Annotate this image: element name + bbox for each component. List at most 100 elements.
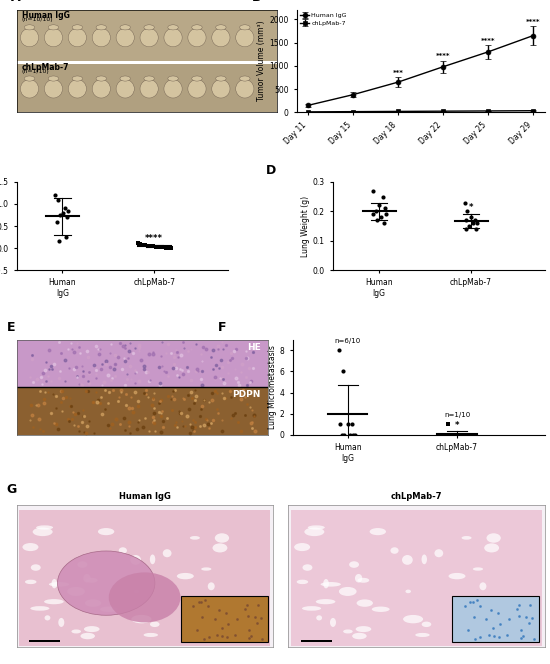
Ellipse shape bbox=[177, 573, 194, 579]
Point bbox=[446, 430, 455, 440]
Y-axis label: Tumor Volume (mm³): Tumor Volume (mm³) bbox=[257, 21, 266, 102]
Ellipse shape bbox=[403, 615, 423, 623]
Point bbox=[373, 215, 382, 226]
Point bbox=[146, 241, 155, 252]
Text: ****: **** bbox=[481, 38, 496, 44]
Point bbox=[449, 430, 458, 440]
Ellipse shape bbox=[31, 564, 41, 571]
Ellipse shape bbox=[168, 25, 178, 30]
Text: B: B bbox=[252, 0, 262, 4]
Legend: Human IgG, chLpMab-7: Human IgG, chLpMab-7 bbox=[300, 13, 346, 26]
Point bbox=[148, 241, 157, 252]
Ellipse shape bbox=[72, 629, 81, 633]
Ellipse shape bbox=[182, 630, 193, 633]
Ellipse shape bbox=[109, 572, 180, 622]
Ellipse shape bbox=[339, 587, 356, 596]
Ellipse shape bbox=[25, 580, 36, 584]
Text: E: E bbox=[7, 321, 15, 334]
Ellipse shape bbox=[216, 25, 226, 30]
Ellipse shape bbox=[240, 25, 250, 30]
Ellipse shape bbox=[356, 626, 371, 632]
Ellipse shape bbox=[68, 80, 86, 98]
Ellipse shape bbox=[20, 29, 38, 47]
Ellipse shape bbox=[192, 25, 202, 30]
Point bbox=[459, 430, 468, 440]
Ellipse shape bbox=[24, 76, 35, 81]
Ellipse shape bbox=[454, 630, 464, 633]
Ellipse shape bbox=[134, 590, 139, 593]
Point bbox=[444, 419, 453, 430]
Ellipse shape bbox=[473, 567, 483, 570]
Point bbox=[447, 430, 456, 440]
Ellipse shape bbox=[83, 574, 91, 582]
Point bbox=[338, 430, 346, 440]
Text: PDPN: PDPN bbox=[232, 390, 260, 399]
Point bbox=[55, 210, 64, 220]
Ellipse shape bbox=[58, 551, 155, 616]
Ellipse shape bbox=[58, 618, 64, 627]
Ellipse shape bbox=[192, 76, 202, 81]
Point bbox=[351, 430, 360, 440]
Ellipse shape bbox=[150, 622, 159, 627]
Point bbox=[62, 232, 70, 242]
Ellipse shape bbox=[96, 76, 107, 81]
Bar bbox=[180, 596, 268, 641]
Ellipse shape bbox=[36, 525, 53, 530]
Ellipse shape bbox=[370, 528, 386, 535]
Point bbox=[340, 430, 349, 440]
Ellipse shape bbox=[52, 579, 57, 588]
Ellipse shape bbox=[468, 614, 476, 618]
Ellipse shape bbox=[196, 614, 204, 618]
Ellipse shape bbox=[84, 626, 100, 632]
Ellipse shape bbox=[164, 80, 182, 98]
Ellipse shape bbox=[302, 564, 312, 571]
Y-axis label: Lung Micrometastasis: Lung Micrometastasis bbox=[268, 345, 277, 429]
Point bbox=[156, 242, 165, 252]
Point bbox=[460, 197, 469, 208]
Bar bbox=[452, 596, 540, 641]
Ellipse shape bbox=[330, 618, 336, 627]
Text: chLpMab-7: chLpMab-7 bbox=[390, 492, 442, 501]
Ellipse shape bbox=[316, 599, 336, 604]
Point bbox=[469, 218, 477, 228]
Text: n=1/10: n=1/10 bbox=[444, 412, 470, 418]
Point bbox=[161, 242, 170, 253]
Point bbox=[375, 200, 383, 210]
Ellipse shape bbox=[72, 76, 82, 81]
Ellipse shape bbox=[390, 547, 399, 554]
Ellipse shape bbox=[321, 582, 341, 586]
Ellipse shape bbox=[355, 574, 362, 582]
Point bbox=[465, 220, 474, 231]
Ellipse shape bbox=[119, 547, 127, 554]
Ellipse shape bbox=[72, 25, 82, 30]
Ellipse shape bbox=[78, 561, 87, 568]
Point bbox=[371, 206, 380, 216]
Ellipse shape bbox=[236, 80, 254, 98]
Ellipse shape bbox=[216, 76, 226, 81]
Point bbox=[51, 190, 59, 201]
Point bbox=[144, 240, 152, 251]
Text: Human IgG: Human IgG bbox=[21, 11, 70, 20]
Ellipse shape bbox=[212, 80, 230, 98]
Ellipse shape bbox=[144, 633, 158, 637]
Point bbox=[339, 366, 348, 376]
Point bbox=[381, 209, 390, 220]
Ellipse shape bbox=[45, 29, 63, 47]
Point bbox=[336, 419, 344, 430]
Ellipse shape bbox=[405, 590, 411, 593]
Ellipse shape bbox=[316, 616, 322, 620]
Ellipse shape bbox=[67, 587, 85, 596]
Point bbox=[164, 242, 173, 253]
Ellipse shape bbox=[296, 580, 308, 584]
Ellipse shape bbox=[240, 76, 250, 81]
Ellipse shape bbox=[68, 29, 86, 47]
Ellipse shape bbox=[215, 533, 229, 542]
Ellipse shape bbox=[168, 76, 178, 81]
Ellipse shape bbox=[164, 29, 182, 47]
Ellipse shape bbox=[140, 80, 158, 98]
Bar bbox=[29, 639, 60, 641]
Ellipse shape bbox=[294, 543, 310, 551]
Ellipse shape bbox=[308, 525, 325, 530]
Ellipse shape bbox=[302, 606, 321, 611]
Ellipse shape bbox=[130, 555, 141, 565]
